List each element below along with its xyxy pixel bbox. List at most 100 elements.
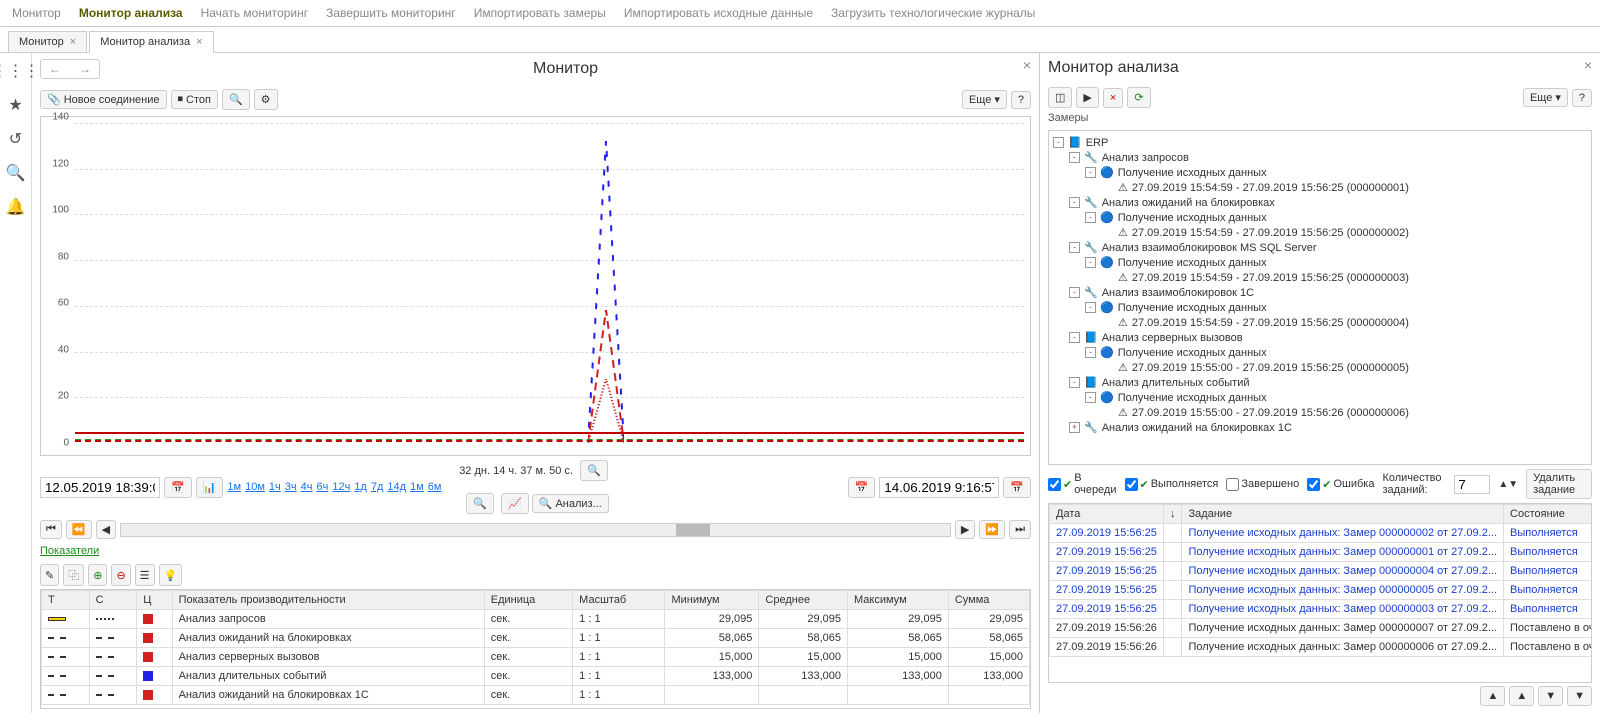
close-icon[interactable]: ×: [1584, 57, 1592, 73]
expand-icon[interactable]: -: [1069, 287, 1080, 298]
scale-link[interactable]: 10м: [245, 481, 265, 493]
history-icon[interactable]: ↺: [9, 129, 22, 149]
help-button[interactable]: ?: [1572, 89, 1592, 107]
expand-icon[interactable]: -: [1085, 167, 1096, 178]
table-row[interactable]: 27.09.2019 15:56:26Получение исходных да…: [1050, 638, 1593, 657]
up-icon[interactable]: ▲: [1509, 686, 1534, 706]
scale-link[interactable]: 1ч: [269, 481, 281, 493]
col-header[interactable]: Единица: [484, 591, 572, 610]
down-icon[interactable]: ▼: [1538, 686, 1563, 706]
bell-icon[interactable]: 🔔: [6, 197, 26, 217]
menu-item[interactable]: Завершить мониторинг: [326, 6, 456, 20]
first-button[interactable]: ⏮: [40, 520, 62, 539]
tree-node[interactable]: -📘Анализ длительных событий: [1053, 375, 1587, 390]
tree-node[interactable]: -🔧Анализ ожиданий на блокировках: [1053, 195, 1587, 210]
collapse-all-icon[interactable]: ▲: [1480, 686, 1505, 706]
more-button[interactable]: Еще ▾: [1523, 88, 1568, 107]
col-header[interactable]: Среднее: [759, 591, 848, 610]
scale-link[interactable]: 1м: [410, 481, 424, 493]
tree-node[interactable]: -🔵Получение исходных данных: [1053, 300, 1587, 315]
table-row[interactable]: 27.09.2019 15:56:25Получение исходных да…: [1050, 543, 1593, 562]
col-header[interactable]: Задание: [1182, 505, 1504, 524]
last-button[interactable]: ⏭: [1009, 520, 1031, 539]
col-header[interactable]: Максимум: [848, 591, 949, 610]
col-header[interactable]: Т: [42, 591, 90, 610]
start-date-input[interactable]: [40, 477, 160, 498]
expand-all-icon[interactable]: ▼: [1567, 686, 1592, 706]
tree-node[interactable]: -🔵Получение исходных данных: [1053, 390, 1587, 405]
zoom-in-icon[interactable]: 🔍: [466, 493, 494, 514]
scale-link[interactable]: 7д: [371, 481, 384, 493]
tree-node[interactable]: +🔧Анализ ожиданий на блокировках 1С: [1053, 420, 1587, 435]
more-button[interactable]: Еще ▾: [962, 90, 1007, 109]
refresh-icon[interactable]: ⟳: [1127, 87, 1150, 108]
next-button[interactable]: ▶: [955, 520, 975, 539]
table-row[interactable]: Анализ длительных событийсек.1 : 1133,00…: [42, 667, 1030, 686]
tab-close-icon[interactable]: ×: [70, 36, 76, 48]
tree-node[interactable]: -🔧Анализ взаимоблокировок 1С: [1053, 285, 1587, 300]
edit-icon[interactable]: ✎: [40, 564, 59, 586]
nav-forward[interactable]: →: [71, 60, 99, 78]
delete-job-button[interactable]: Удалить задание: [1526, 469, 1592, 499]
tab[interactable]: Монитор×: [8, 31, 87, 52]
chk-done[interactable]: Завершено: [1226, 478, 1299, 491]
col-header[interactable]: Показатель производительности: [172, 591, 484, 610]
expand-icon[interactable]: +: [1069, 422, 1080, 433]
tree-node[interactable]: ⚠27.09.2019 15:54:59 - 27.09.2019 15:56:…: [1053, 270, 1587, 285]
scale-link[interactable]: 14д: [387, 481, 406, 493]
table-row[interactable]: Анализ ожиданий на блокировках 1Ссек.1 :…: [42, 686, 1030, 705]
tree-node[interactable]: -🔵Получение исходных данных: [1053, 345, 1587, 360]
table-row[interactable]: 27.09.2019 15:56:25Получение исходных да…: [1050, 581, 1593, 600]
col-header[interactable]: Минимум: [665, 591, 759, 610]
list-icon[interactable]: ☰: [135, 564, 155, 586]
scale-link[interactable]: 6ч: [316, 481, 328, 493]
table-row[interactable]: 27.09.2019 15:56:25Получение исходных да…: [1050, 524, 1593, 543]
scrub-bar[interactable]: [120, 523, 951, 537]
table-row[interactable]: 27.09.2019 15:56:25Получение исходных да…: [1050, 562, 1593, 581]
scale-link[interactable]: 1д: [354, 481, 367, 493]
expand-icon[interactable]: -: [1085, 392, 1096, 403]
settings-icon[interactable]: ⚙: [254, 89, 278, 110]
tree-node[interactable]: -🔵Получение исходных данных: [1053, 210, 1587, 225]
expand-icon[interactable]: -: [1085, 212, 1096, 223]
tree-node[interactable]: -🔵Получение исходных данных: [1053, 255, 1587, 270]
scale-link[interactable]: 4ч: [301, 481, 313, 493]
prev-button[interactable]: ◀: [96, 520, 116, 539]
col-header[interactable]: Дата: [1050, 505, 1164, 524]
expand-icon[interactable]: -: [1085, 257, 1096, 268]
tab[interactable]: Монитор анализа×: [89, 31, 213, 53]
stats-icon[interactable]: 📈: [501, 493, 529, 514]
calendar3-icon[interactable]: 📅: [1003, 477, 1031, 498]
chk-error[interactable]: ✔Ошибка: [1307, 478, 1374, 491]
menu-item[interactable]: Импортировать исходные данные: [624, 6, 813, 20]
calendar-icon[interactable]: 📅: [164, 477, 192, 498]
col-header[interactable]: Ц: [137, 591, 172, 610]
expand-icon[interactable]: -: [1053, 137, 1064, 148]
tree-node[interactable]: -📘ERP: [1053, 135, 1587, 150]
tree-node[interactable]: ⚠27.09.2019 15:55:00 - 27.09.2019 15:56:…: [1053, 405, 1587, 420]
col-header[interactable]: ↓: [1163, 505, 1182, 524]
expand-icon[interactable]: -: [1069, 332, 1080, 343]
tree-node[interactable]: ⚠27.09.2019 15:54:59 - 27.09.2019 15:56:…: [1053, 180, 1587, 195]
table-row[interactable]: 27.09.2019 15:56:25Получение исходных да…: [1050, 600, 1593, 619]
table-row[interactable]: Анализ ожиданий на блокировкахсек.1 : 15…: [42, 629, 1030, 648]
chk-running[interactable]: ✔Выполняется: [1125, 478, 1219, 491]
tree-node[interactable]: ⚠27.09.2019 15:55:00 - 27.09.2019 15:56:…: [1053, 360, 1587, 375]
chart-icon[interactable]: 📊: [196, 477, 224, 498]
scale-link[interactable]: 3ч: [285, 481, 297, 493]
spinner-icon[interactable]: ▲▼: [1498, 479, 1518, 490]
col-header[interactable]: Масштаб: [573, 591, 665, 610]
tree-node[interactable]: -🔧Анализ взаимоблокировок MS SQL Server: [1053, 240, 1587, 255]
puzzle-icon[interactable]: ◫: [1048, 87, 1072, 108]
prev-fast-button[interactable]: ⏪: [66, 520, 92, 539]
play-icon[interactable]: ▶: [1076, 87, 1098, 108]
cancel-icon[interactable]: ×: [1103, 88, 1123, 108]
chk-queue[interactable]: ✔В очереди: [1048, 472, 1117, 496]
tab-close-icon[interactable]: ×: [196, 36, 202, 48]
expand-icon[interactable]: -: [1069, 152, 1080, 163]
menu-item[interactable]: Импортировать замеры: [474, 6, 606, 20]
zoom-out-icon[interactable]: 🔍: [580, 460, 608, 481]
expand-icon[interactable]: -: [1085, 302, 1096, 313]
expand-icon[interactable]: -: [1069, 377, 1080, 388]
calendar2-icon[interactable]: 📅: [848, 477, 876, 498]
